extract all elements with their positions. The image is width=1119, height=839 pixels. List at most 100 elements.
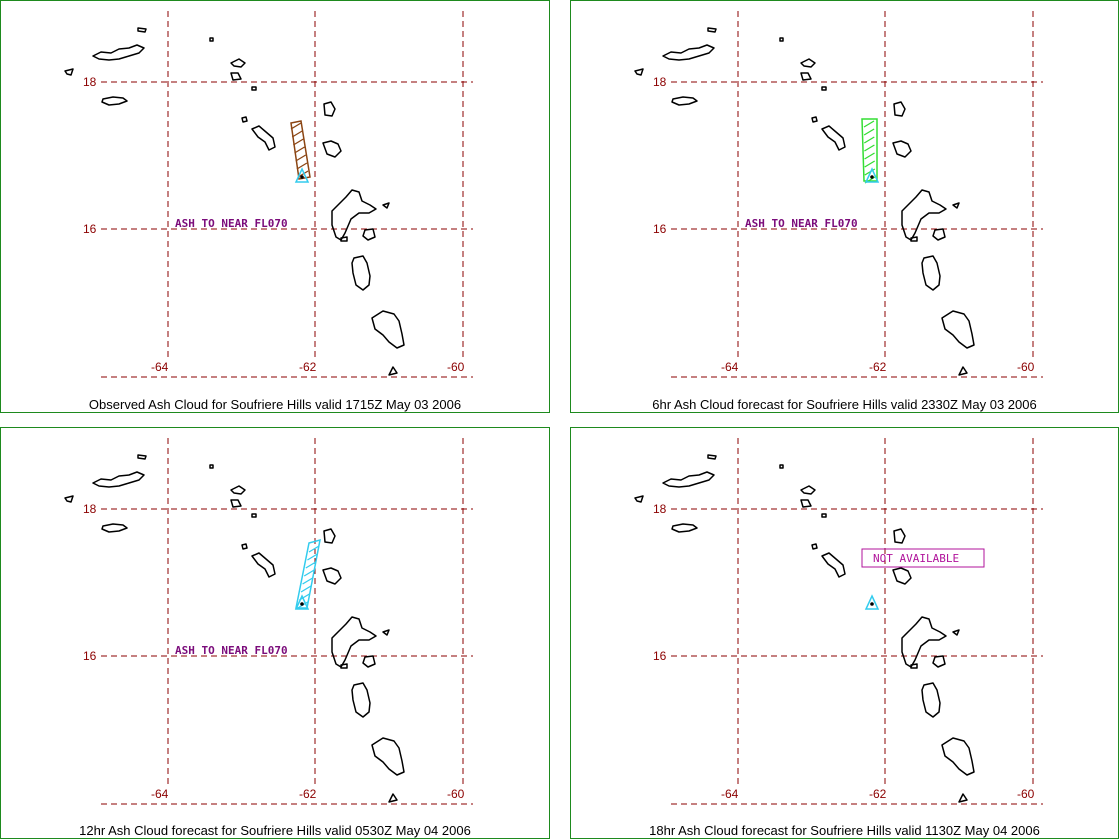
volcano-triangle — [864, 167, 880, 183]
island-shape — [892, 140, 912, 158]
island-shape — [941, 737, 975, 776]
ash-height-label: ASH TO NEAR FL070 — [745, 217, 858, 230]
island-shape — [230, 485, 246, 495]
island-shape — [388, 793, 398, 803]
lon-label-64: -64 — [151, 360, 169, 374]
island-shape — [382, 202, 390, 209]
island-shape — [921, 255, 941, 291]
ash-cloud-hatch — [297, 170, 309, 178]
island-shape — [821, 125, 846, 151]
island-shape — [901, 616, 947, 668]
ash-cloud-hatch — [290, 122, 302, 130]
island-shape — [382, 629, 390, 636]
ash-height-label: ASH TO NEAR FL070 — [175, 217, 288, 230]
island-shape — [388, 366, 398, 376]
island-shape — [932, 655, 946, 668]
island-shape — [331, 616, 377, 668]
panel-caption: 18hr Ash Cloud forecast for Soufriere Hi… — [649, 823, 1040, 838]
island-shape — [251, 552, 276, 578]
island-shape — [92, 44, 145, 61]
volcano-dot — [870, 602, 874, 606]
island-shape — [371, 310, 405, 349]
island-shape — [958, 366, 968, 376]
lon-label-60: -60 — [1017, 360, 1035, 374]
island-shape — [241, 116, 248, 123]
lon-label-60: -60 — [447, 360, 465, 374]
map-panel-12hr: 18 16 -64 -62 -60 ASH TO NEAR FL070 12hr… — [0, 427, 550, 839]
ash-cloud-hatch — [293, 138, 304, 146]
island-shape — [893, 101, 906, 117]
island-shape — [707, 27, 717, 33]
ash-cloud-hatch — [864, 144, 875, 152]
lon-label-62: -62 — [299, 360, 317, 374]
lon-label-62: -62 — [299, 787, 317, 801]
map-panel-18hr: 18 16 -64 -62 -60 NOT AVAILABLE 18hr Ash… — [570, 427, 1119, 839]
ash-cloud-hatch — [303, 569, 315, 577]
lat-label-16: 16 — [83, 649, 97, 663]
island-shape — [322, 140, 342, 158]
island-shape — [241, 543, 248, 550]
lat-label-16: 16 — [653, 649, 667, 663]
ash-cloud-12hr — [295, 538, 321, 609]
map-canvas: 18 16 -64 -62 -60 ASH TO NEAR FL070 — [64, 438, 473, 805]
lat-label-18: 18 — [83, 502, 97, 516]
ash-cloud-hatch — [305, 561, 317, 569]
island-shape — [340, 663, 348, 669]
island-shape — [800, 72, 812, 81]
map-panel-observed: 18 16 -64 -62 -60 ASH TO NEAR FL070 Obse… — [0, 0, 550, 413]
island-shape — [323, 101, 336, 117]
island-shape — [821, 513, 827, 518]
ash-height-label: ASH TO NEAR FL070 — [175, 644, 288, 657]
island-shape — [811, 116, 818, 123]
island-shape — [322, 567, 342, 585]
island-shape — [230, 499, 242, 508]
lon-label-62: -62 — [869, 787, 887, 801]
island-shape — [634, 68, 644, 76]
island-shape — [779, 37, 784, 42]
volcano-triangle — [294, 167, 310, 183]
lat-label-16: 16 — [83, 222, 97, 236]
island-shape — [101, 96, 128, 106]
island-shape — [230, 72, 242, 81]
island-shape — [910, 236, 918, 242]
volcano-marker — [864, 594, 880, 610]
ash-cloud-hatch — [291, 130, 303, 138]
island-shape — [251, 125, 276, 151]
status-text: NOT AVAILABLE — [873, 552, 959, 565]
island-shape — [952, 202, 960, 209]
island-shape — [92, 471, 145, 488]
island-shape — [671, 523, 698, 533]
island-shape — [662, 44, 715, 61]
island-shape — [251, 86, 257, 91]
island-shape — [779, 464, 784, 469]
island-shape — [800, 499, 812, 508]
volcano-dot — [300, 175, 304, 179]
map-panel-6hr: 18 16 -64 -62 -60 ASH TO NEAR FL070 6hr … — [570, 0, 1119, 413]
island-shape — [707, 454, 717, 460]
island-shape — [340, 236, 348, 242]
lon-label-64: -64 — [721, 787, 739, 801]
panel-caption: 6hr Ash Cloud forecast for Soufriere Hil… — [652, 397, 1037, 412]
ash-cloud-hatch — [295, 154, 307, 162]
island-shape — [101, 523, 128, 533]
island-shape — [362, 228, 376, 241]
volcano-marker — [294, 594, 310, 610]
island-shape — [209, 464, 214, 469]
island-shape — [230, 58, 246, 68]
status-box — [861, 548, 985, 568]
island-shape — [921, 682, 941, 718]
ash-cloud-observed — [290, 120, 311, 180]
island-shape — [910, 663, 918, 669]
island-shape — [662, 471, 715, 488]
lat-label-18: 18 — [653, 75, 667, 89]
volcano-triangle — [864, 594, 880, 610]
island-shape — [671, 96, 698, 106]
lon-label-64: -64 — [151, 787, 169, 801]
island-shape — [901, 189, 947, 241]
island-shape — [64, 495, 74, 503]
island-shape — [821, 86, 827, 91]
ash-cloud-hatch — [863, 120, 875, 128]
island-shape — [351, 682, 371, 718]
lon-label-60: -60 — [447, 787, 465, 801]
lat-label-18: 18 — [653, 502, 667, 516]
